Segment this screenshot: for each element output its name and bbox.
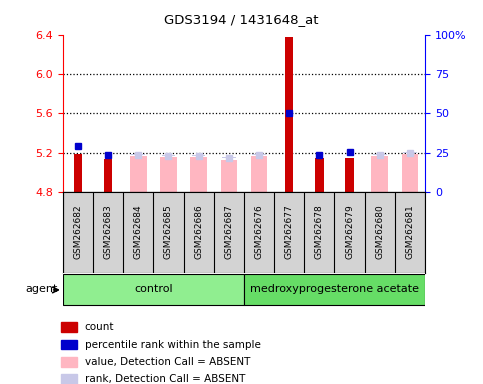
Bar	[402, 154, 418, 192]
Bar	[130, 156, 146, 192]
Bar	[190, 157, 207, 192]
Bar	[192, 155, 205, 156]
Text: GSM262678: GSM262678	[315, 204, 324, 259]
Bar	[60, 374, 77, 384]
Bar	[73, 154, 82, 192]
Bar	[373, 154, 386, 156]
Bar	[315, 157, 324, 192]
Text: medroxyprogesterone acetate: medroxyprogesterone acetate	[250, 284, 419, 294]
Bar	[251, 156, 267, 192]
Text: GSM262681: GSM262681	[405, 204, 414, 259]
Bar	[104, 159, 112, 192]
Text: GSM262685: GSM262685	[164, 204, 173, 259]
Text: GSM262677: GSM262677	[284, 204, 294, 259]
Bar	[345, 157, 354, 192]
Bar	[222, 157, 236, 158]
Text: value, Detection Call = ABSENT: value, Detection Call = ABSENT	[85, 357, 250, 367]
Text: percentile rank within the sample: percentile rank within the sample	[85, 339, 261, 349]
Bar	[60, 357, 77, 367]
Bar	[244, 274, 425, 306]
Bar	[60, 340, 77, 349]
Bar	[160, 157, 177, 192]
Bar	[63, 274, 244, 306]
Bar	[131, 154, 145, 156]
Text: agent: agent	[26, 284, 58, 294]
Text: rank, Detection Call = ABSENT: rank, Detection Call = ABSENT	[85, 374, 245, 384]
Bar	[371, 156, 388, 192]
Text: GSM262682: GSM262682	[73, 204, 83, 259]
Bar	[403, 152, 417, 153]
Bar	[162, 155, 175, 156]
Bar	[285, 36, 293, 192]
Bar	[221, 159, 237, 192]
Text: GSM262683: GSM262683	[103, 204, 113, 259]
Text: GSM262680: GSM262680	[375, 204, 384, 259]
Text: GSM262684: GSM262684	[134, 204, 143, 259]
Text: GSM262687: GSM262687	[224, 204, 233, 259]
Text: GSM262676: GSM262676	[255, 204, 264, 259]
Text: control: control	[134, 284, 172, 294]
Text: GSM262679: GSM262679	[345, 204, 354, 259]
Text: GDS3194 / 1431648_at: GDS3194 / 1431648_at	[164, 13, 319, 26]
Bar	[60, 323, 77, 332]
Bar	[252, 154, 266, 156]
Text: count: count	[85, 322, 114, 332]
Text: GSM262686: GSM262686	[194, 204, 203, 259]
